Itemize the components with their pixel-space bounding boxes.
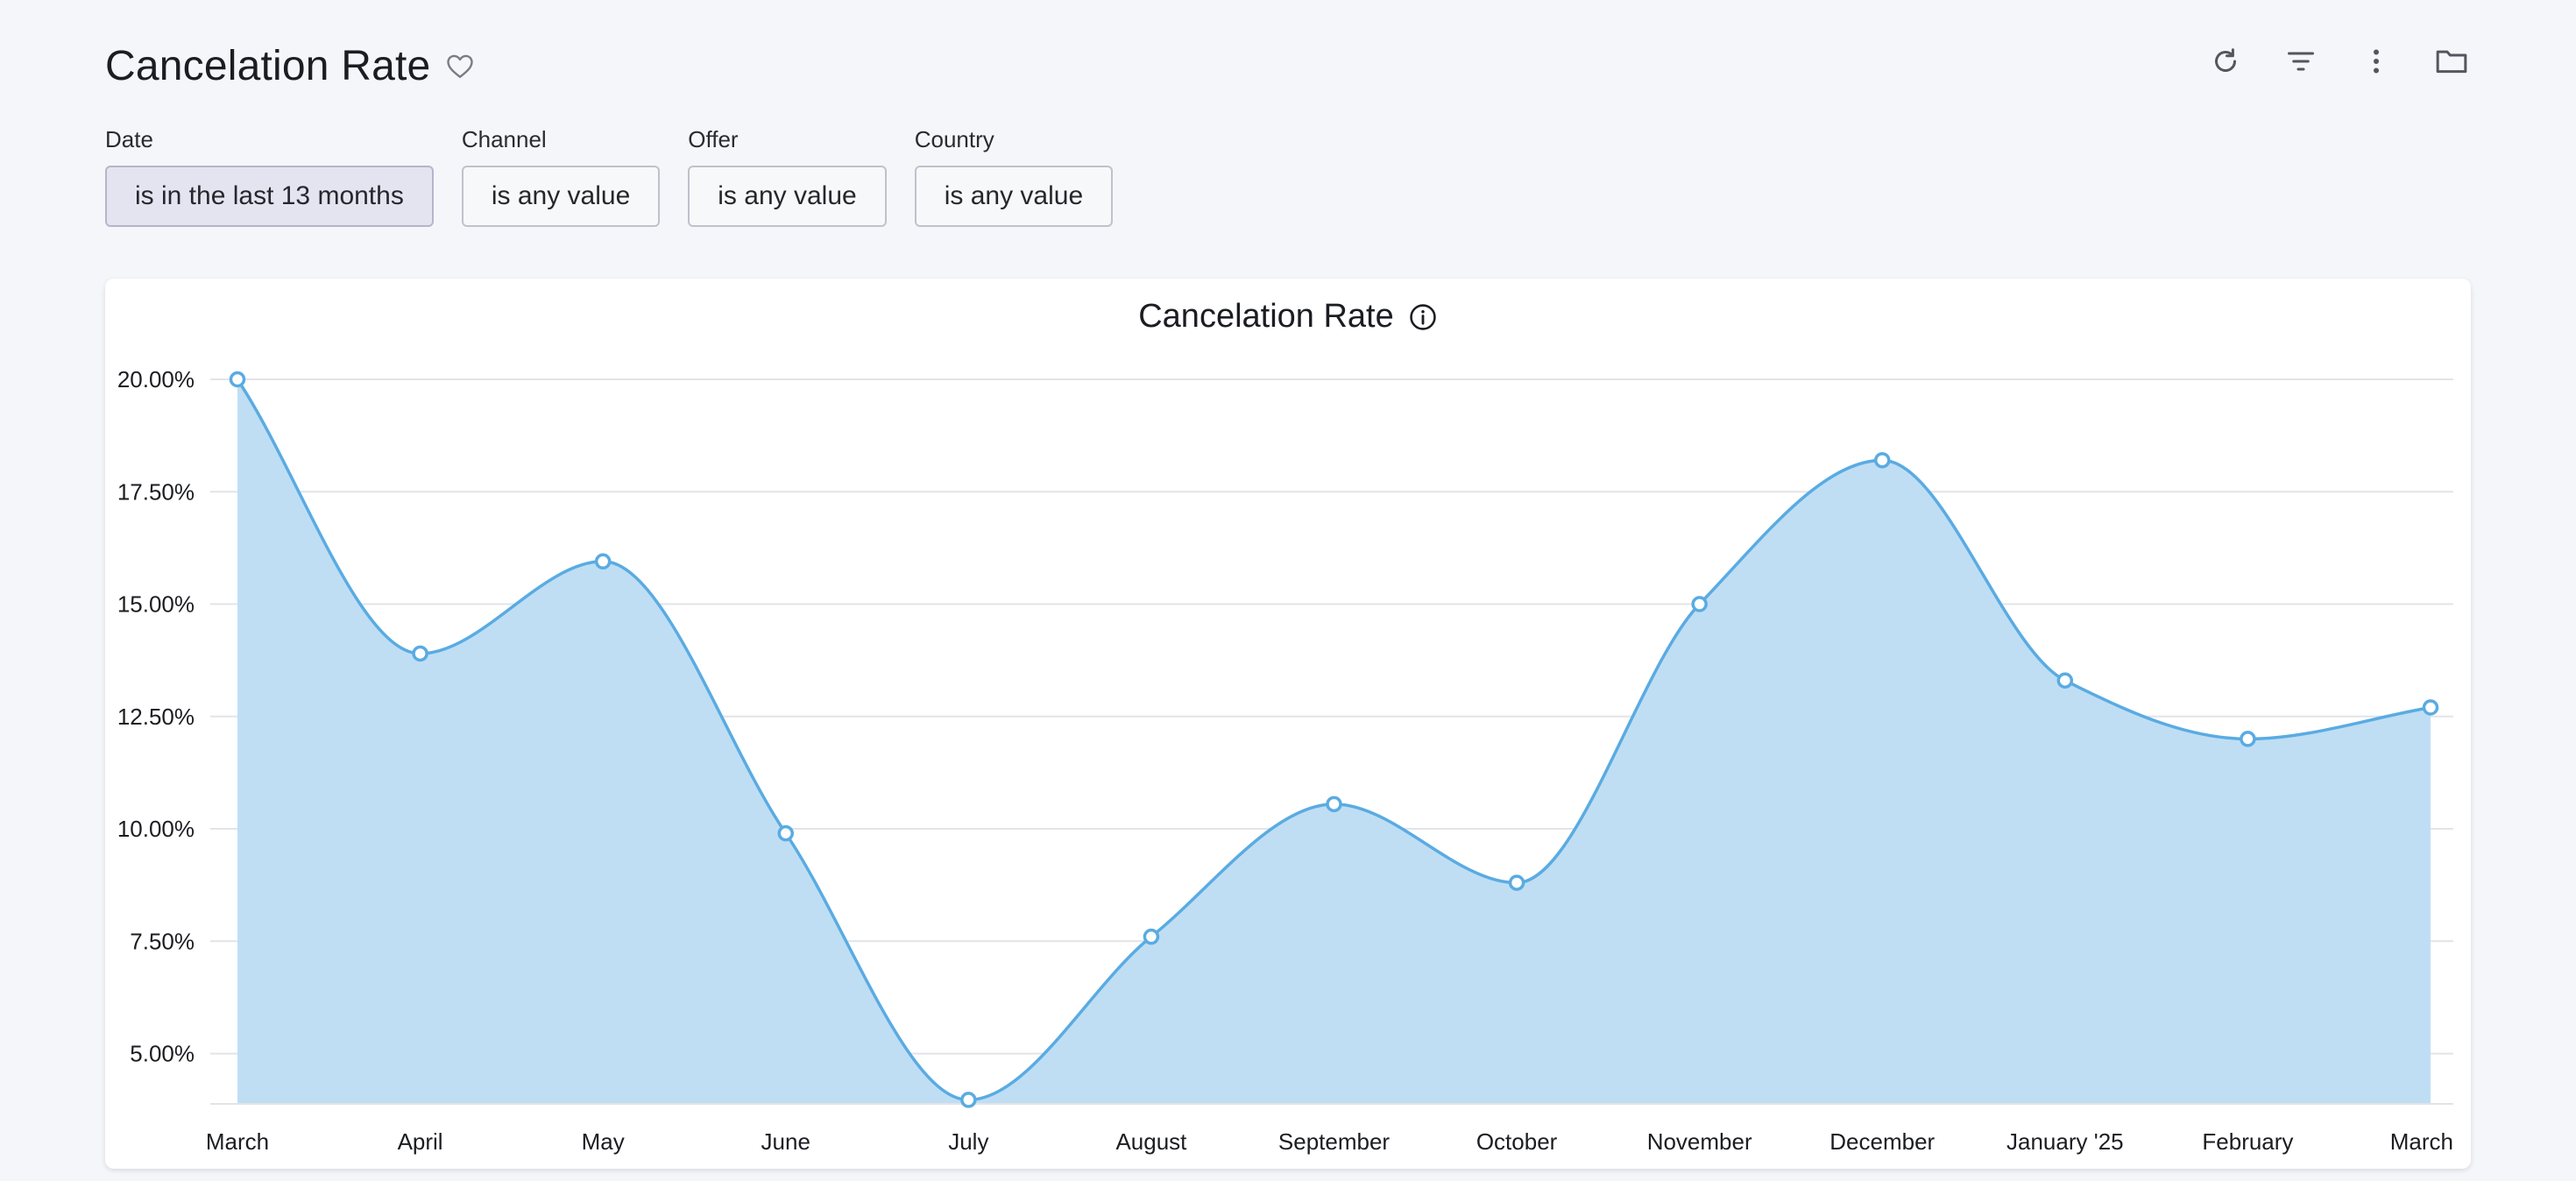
filter-label-channel: Channel [461, 126, 547, 152]
filter-date: Date is in the last 13 months [105, 126, 434, 227]
x-tick-label: April [398, 1128, 443, 1155]
y-tick-label: 15.00% [117, 591, 195, 618]
folder-button[interactable] [2432, 42, 2471, 81]
y-tick-label: 10.00% [117, 816, 195, 842]
refresh-icon [2215, 48, 2236, 72]
data-point[interactable] [2056, 672, 2074, 689]
page-header: Cancelation Rate [105, 35, 476, 96]
chart-area-layer [236, 378, 2431, 1103]
filter-icon [2288, 52, 2314, 71]
filter-value-channel-button[interactable]: is any value [461, 166, 661, 227]
x-tick-label: March [2390, 1128, 2453, 1155]
filter-country: Country is any value [914, 126, 1114, 227]
y-tick-label: 20.00% [117, 366, 195, 392]
y-tick-label: 12.50% [117, 704, 195, 730]
toolbar [2206, 42, 2471, 81]
x-tick-label: March [206, 1128, 269, 1155]
x-tick-label: May [582, 1128, 625, 1155]
filter-offer: Offer is any value [688, 126, 887, 227]
data-point[interactable] [960, 1092, 977, 1108]
data-point[interactable] [1508, 874, 1525, 891]
chart-card: Cancelation Rate 5.00% 7.50% 10.00% 12.50% 1… [105, 279, 2471, 1169]
data-point[interactable] [1874, 452, 1891, 469]
x-tick-label: December [1829, 1128, 1935, 1155]
y-tick-label: 5.00% [130, 1041, 195, 1067]
area-chart: 5.00% 7.50% 10.00% 12.50% 15.00% 17.50% 20.00%… [117, 366, 2453, 1155]
filter-label-country: Country [914, 126, 994, 152]
heart-outline-icon[interactable] [444, 50, 476, 81]
filter-button[interactable] [2282, 42, 2320, 81]
filter-value-country-button[interactable]: is any value [914, 166, 1114, 227]
y-tick-label: 7.50% [130, 928, 195, 954]
y-axis-ticks: 5.00% 7.50% 10.00% 12.50% 15.00% 17.50% 20.00% [117, 366, 195, 1067]
x-axis-ticks: March April May June July August September Octo… [206, 1128, 2453, 1155]
filter-bar: Date is in the last 13 months Channel is… [105, 126, 1114, 227]
data-point[interactable] [2422, 699, 2439, 716]
page-title: Cancelation Rate [105, 42, 431, 89]
chart-header: Cancelation Rate [105, 298, 2471, 336]
data-point[interactable] [229, 371, 246, 388]
data-point[interactable] [2240, 731, 2256, 747]
filter-channel: Channel is any value [461, 126, 661, 227]
filter-label-offer: Offer [688, 126, 739, 152]
data-point[interactable] [412, 645, 428, 662]
data-point[interactable] [594, 553, 612, 570]
more-vertical-icon [2374, 49, 2379, 74]
x-tick-label: September [1278, 1128, 1391, 1155]
chart-points [229, 371, 2439, 1108]
chart-title: Cancelation Rate [1138, 298, 1394, 335]
data-point[interactable] [777, 824, 794, 842]
folder-icon [2436, 50, 2467, 74]
filter-value-offer-button[interactable]: is any value [688, 166, 887, 227]
data-point[interactable] [1143, 928, 1160, 945]
y-tick-label: 17.50% [117, 478, 195, 505]
refresh-button[interactable] [2206, 42, 2245, 81]
filter-label-date: Date [105, 126, 153, 152]
x-tick-label: July [948, 1128, 988, 1155]
series-area-fill [237, 379, 2431, 1103]
x-tick-label: June [761, 1128, 810, 1155]
x-tick-label: October [1476, 1128, 1558, 1155]
filter-value-date-button[interactable]: is in the last 13 months [105, 166, 434, 227]
x-tick-label: November [1647, 1128, 1752, 1155]
info-icon[interactable] [1408, 302, 1438, 332]
more-options-button[interactable] [2357, 42, 2396, 81]
data-point[interactable] [1326, 796, 1342, 813]
data-point[interactable] [1691, 596, 1708, 612]
x-tick-label: August [1115, 1128, 1187, 1155]
x-tick-label: January '25 [2006, 1128, 2124, 1155]
x-tick-label: February [2202, 1128, 2293, 1155]
